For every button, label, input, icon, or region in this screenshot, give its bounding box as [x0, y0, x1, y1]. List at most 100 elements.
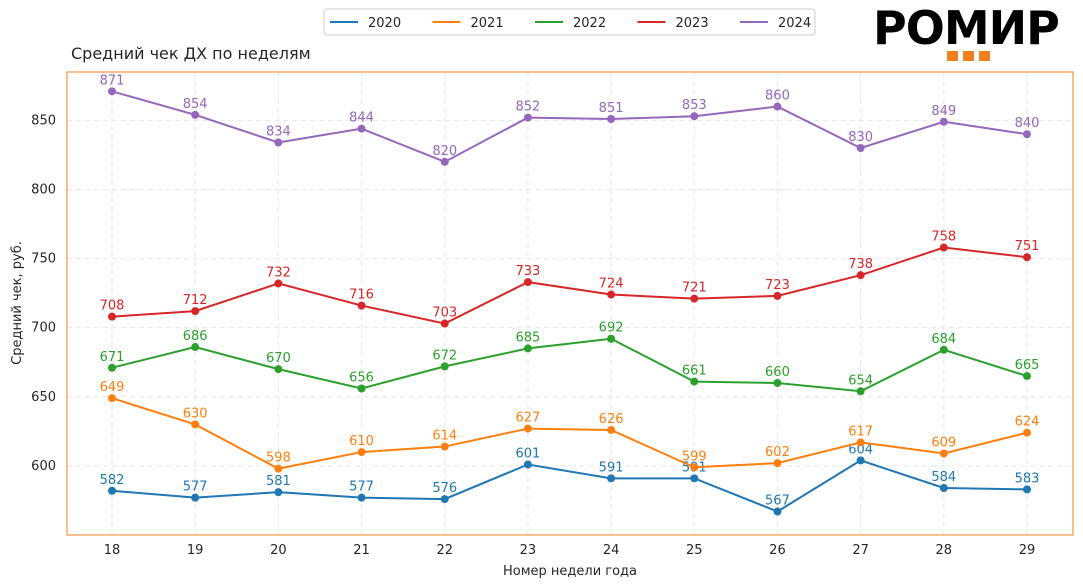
logo-square-3 [979, 51, 990, 61]
series-2020: 582577581577576601591591567604584583 [100, 442, 1039, 516]
y-axis-ticks: 600 650 700 750 800 850 [31, 113, 56, 474]
series-line-2020 [111, 459, 1028, 513]
data-point [440, 442, 449, 451]
data-label: 854 [183, 97, 208, 112]
y-tick-label: 600 [31, 459, 56, 474]
legend: 2020 2021 2022 2023 2024 [323, 8, 816, 36]
y-tick-label: 700 [31, 321, 56, 336]
series-group: 5825775815775766015915915676045845836496… [100, 73, 1040, 516]
data-point [357, 493, 366, 502]
data-label: 738 [848, 257, 873, 272]
data-point [274, 365, 283, 374]
data-point [690, 463, 699, 472]
data-label: 576 [432, 481, 457, 496]
data-point [1023, 130, 1031, 139]
series-line-2023 [111, 246, 1028, 325]
x-tick-label: 23 [520, 543, 537, 558]
data-point [773, 102, 782, 111]
data-point [440, 495, 449, 504]
data-point [1023, 485, 1031, 494]
data-label: 853 [682, 98, 707, 113]
data-label: 692 [599, 321, 624, 336]
data-point [191, 420, 200, 429]
data-label: 703 [432, 306, 457, 321]
logo-square-2 [963, 51, 974, 61]
data-point [191, 307, 200, 316]
data-label: 751 [1015, 239, 1040, 254]
data-label: 654 [848, 373, 873, 388]
data-point [856, 438, 865, 447]
data-label: 672 [432, 348, 457, 363]
data-label: 686 [183, 329, 208, 344]
x-tick-label: 25 [686, 543, 703, 558]
data-point [357, 448, 366, 457]
data-label: 712 [183, 293, 208, 308]
data-point [108, 486, 116, 495]
x-tick-label: 20 [270, 543, 287, 558]
data-point [108, 363, 116, 372]
x-axis-label: Номер недели года [503, 564, 637, 579]
data-point [357, 124, 366, 133]
series-2021: 649 630 598 610 614 627 626 599 602 617 609 624 [100, 380, 1040, 473]
data-label: 660 [765, 365, 790, 380]
data-point [440, 362, 449, 371]
data-point [274, 279, 283, 288]
data-point [856, 271, 865, 280]
data-label: 610 [349, 434, 374, 449]
series-line-2024 [111, 90, 1028, 163]
data-label: 577 [349, 480, 374, 495]
data-label: 584 [931, 470, 956, 485]
data-label: 723 [765, 278, 790, 293]
data-point [440, 157, 449, 166]
data-label: 852 [515, 100, 540, 115]
data-label: 626 [599, 412, 624, 427]
y-axis-label: Средний чек, руб. [10, 241, 25, 365]
data-label: 716 [349, 288, 374, 303]
data-label: 834 [266, 124, 291, 139]
legend-label: 2020 [368, 16, 401, 31]
data-point [939, 484, 948, 493]
data-point [108, 394, 116, 403]
data-point [773, 507, 782, 516]
data-point [773, 291, 782, 300]
data-point [440, 319, 449, 328]
data-label: 849 [931, 104, 956, 119]
data-point [523, 424, 532, 433]
data-point [357, 384, 366, 393]
grid [67, 72, 1073, 535]
data-point [607, 114, 616, 123]
data-point [856, 456, 865, 465]
data-label: 602 [765, 445, 790, 460]
data-label: 860 [765, 89, 790, 104]
x-tick-label: 29 [1019, 543, 1036, 558]
legend-label: 2022 [573, 16, 606, 31]
y-tick-label: 850 [31, 113, 56, 128]
data-label: 724 [599, 277, 624, 292]
x-tick-label: 28 [936, 543, 953, 558]
data-label: 656 [349, 370, 374, 385]
data-point [939, 243, 948, 252]
data-point [274, 488, 283, 497]
series-line-2021 [111, 397, 1028, 470]
data-label: 661 [682, 364, 707, 379]
data-label: 871 [100, 73, 125, 88]
data-point [108, 87, 116, 96]
data-label: 840 [1015, 116, 1040, 131]
data-point [607, 334, 616, 343]
x-tick-label: 18 [104, 543, 121, 558]
data-point [690, 474, 699, 483]
data-point [607, 425, 616, 434]
data-label: 591 [599, 460, 624, 475]
x-tick-label: 24 [603, 543, 620, 558]
data-point [108, 312, 116, 321]
data-label: 624 [1015, 415, 1040, 430]
data-label: 617 [848, 424, 873, 439]
legend-label: 2021 [471, 16, 504, 31]
data-label: 630 [183, 406, 208, 421]
data-label: 758 [931, 230, 956, 245]
data-point [523, 113, 532, 122]
data-point [357, 301, 366, 310]
legend-item-2020: 2020 [330, 16, 401, 31]
data-point [191, 493, 200, 502]
